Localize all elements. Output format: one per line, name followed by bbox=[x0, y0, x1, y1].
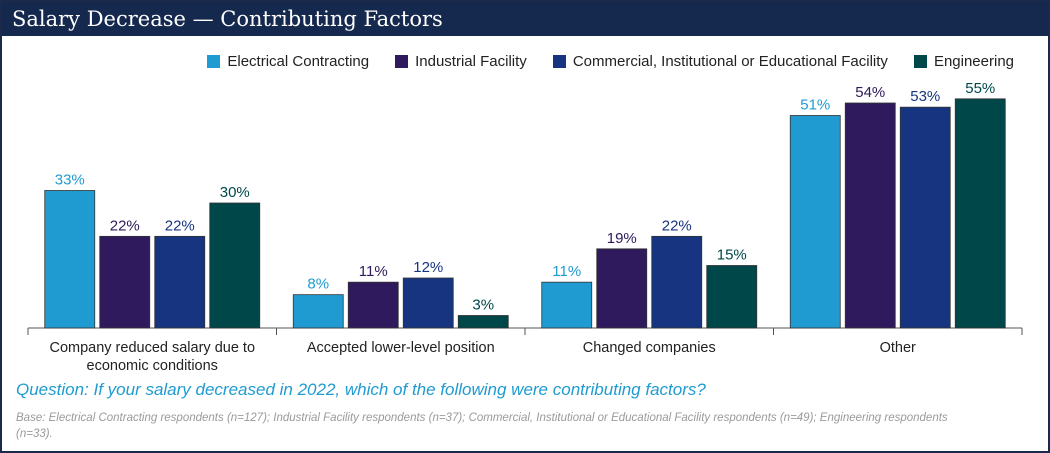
data-label: 3% bbox=[472, 297, 494, 314]
legend: Electrical Contracting Industrial Facilit… bbox=[207, 53, 1014, 70]
bar-4-2 bbox=[844, 102, 896, 329]
data-label: 15% bbox=[717, 247, 747, 264]
bar-2-1 bbox=[292, 294, 344, 329]
bar-3-2 bbox=[596, 248, 648, 329]
data-label: 11% bbox=[359, 263, 388, 280]
legend-swatch bbox=[913, 55, 927, 68]
bar-1-4 bbox=[209, 202, 261, 329]
bar-2-2 bbox=[347, 281, 399, 329]
chart-title: Salary Decrease — Contributing Factors bbox=[12, 7, 443, 31]
data-label: 12% bbox=[413, 259, 443, 276]
data-label: 54% bbox=[855, 84, 885, 101]
data-label: 22% bbox=[662, 217, 692, 234]
bar-1-3 bbox=[154, 235, 206, 329]
legend-label: Commercial, Institutional or Educational… bbox=[572, 53, 888, 70]
legend-item-4: Engineering bbox=[913, 53, 1014, 70]
legend-item-3: Commercial, Institutional or Educational… bbox=[552, 53, 888, 70]
bar-3-3 bbox=[651, 235, 703, 329]
bar-3-4 bbox=[706, 265, 758, 329]
data-label: 8% bbox=[307, 276, 329, 293]
data-label: 55% bbox=[965, 80, 995, 97]
bar-2-4 bbox=[457, 315, 509, 329]
legend-swatch bbox=[395, 55, 409, 68]
bar-2-3 bbox=[402, 277, 454, 329]
category-label: Company reduced salary due to bbox=[49, 340, 255, 356]
bar-chart: 33% 22% 22% 30% Company reduced salary due t… bbox=[27, 80, 1023, 374]
legend-item-2: Industrial Facility bbox=[395, 53, 527, 70]
bar-4-1 bbox=[789, 115, 841, 329]
bar-3-1 bbox=[541, 281, 593, 329]
bar-4-4 bbox=[954, 98, 1006, 329]
legend-swatch bbox=[552, 55, 566, 68]
category-label: economic conditions bbox=[87, 358, 218, 374]
category-label: Accepted lower-level position bbox=[307, 340, 495, 356]
category-label: Other bbox=[880, 340, 916, 356]
data-label: 51% bbox=[800, 97, 830, 114]
data-label: 53% bbox=[910, 88, 940, 105]
data-label: 30% bbox=[220, 184, 250, 201]
bar-1-1 bbox=[44, 190, 96, 329]
title-bar: Salary Decrease — Contributing Factors bbox=[2, 2, 1048, 36]
category-label: Changed companies bbox=[583, 340, 716, 356]
base-note: Base: Electrical Contracting respondents… bbox=[16, 412, 948, 440]
data-label: 11% bbox=[552, 263, 581, 280]
legend-label: Electrical Contracting bbox=[227, 53, 370, 70]
data-label: 22% bbox=[110, 217, 140, 234]
survey-question: Question: If your salary decreased in 20… bbox=[16, 380, 706, 399]
bar-1-2 bbox=[99, 235, 151, 329]
data-label: 22% bbox=[165, 217, 195, 234]
bar-4-3 bbox=[899, 106, 951, 329]
legend-item-1: Electrical Contracting bbox=[207, 53, 369, 70]
data-label: 19% bbox=[607, 230, 637, 247]
legend-swatch bbox=[207, 55, 221, 68]
legend-label: Engineering bbox=[933, 53, 1014, 70]
data-label: 33% bbox=[55, 172, 85, 189]
legend-label: Industrial Facility bbox=[415, 53, 527, 70]
